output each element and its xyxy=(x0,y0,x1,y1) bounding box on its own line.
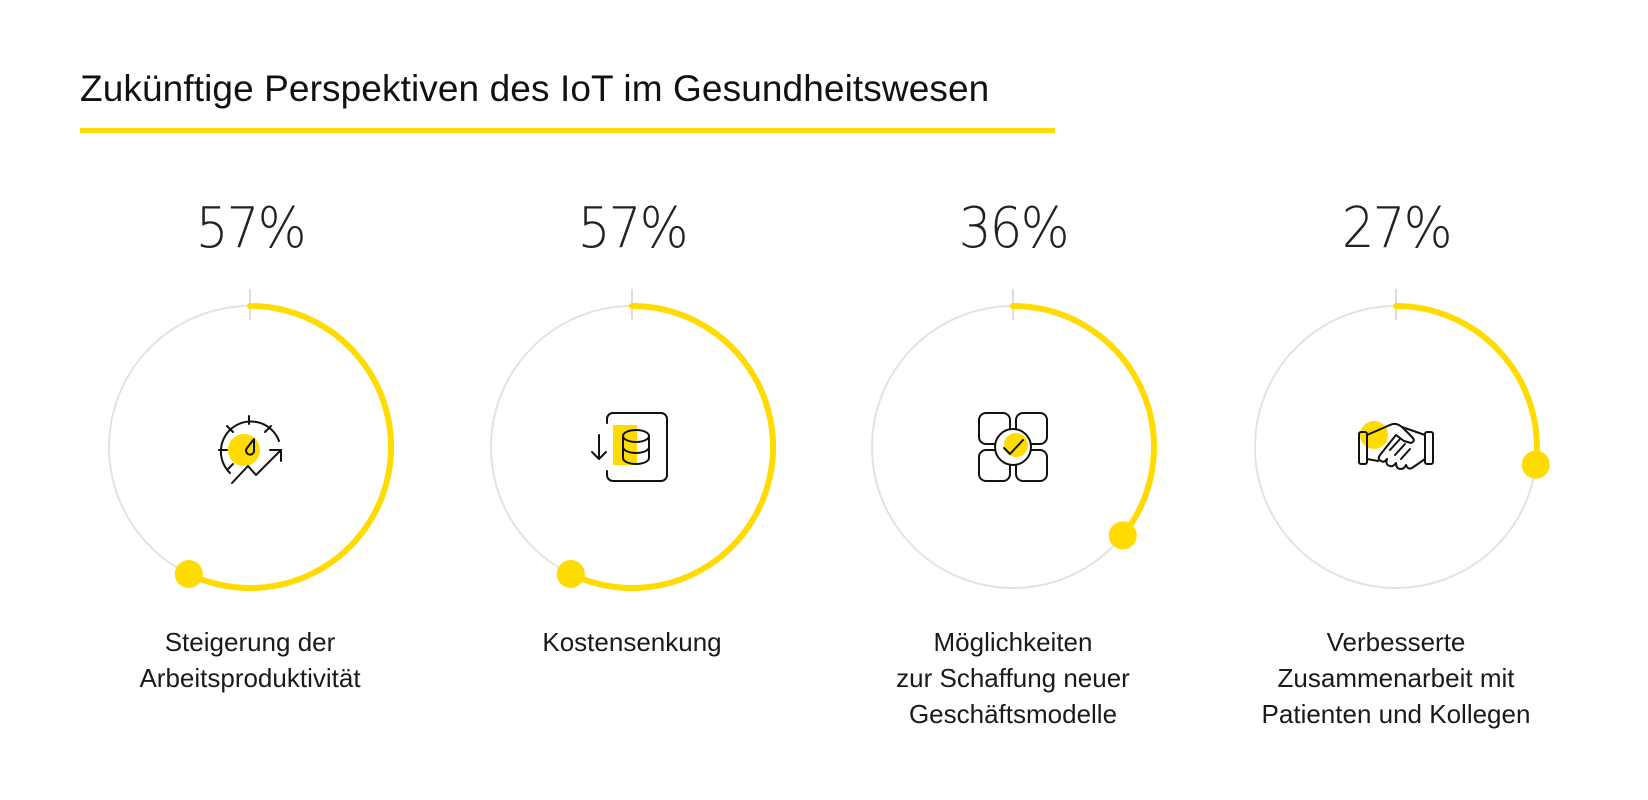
progress-arc xyxy=(185,303,395,591)
progress-arc xyxy=(1010,303,1157,539)
stat-item: 57% Steigerung der Arbeitsproduktivität xyxy=(58,0,442,800)
progress-end-dot xyxy=(1108,521,1137,550)
label-line: Möglichkeiten xyxy=(933,627,1093,657)
stat-value: 27% xyxy=(1341,196,1453,261)
title-underline xyxy=(80,128,1055,133)
label-line: Patienten und Kollegen xyxy=(1261,699,1531,729)
stat-label: Steigerung der Arbeitsproduktivität xyxy=(58,624,442,696)
page-title: Zukünftige Perspektiven des IoT im Gesun… xyxy=(80,68,990,109)
progress-arc xyxy=(1393,303,1540,468)
stat-item: 27% Verbesserte Zusammenarbeit mit Patie… xyxy=(1204,0,1588,800)
progress-ring xyxy=(490,289,777,591)
progress-end-dot xyxy=(556,560,585,588)
business-model-check-icon xyxy=(978,412,1048,482)
progress-ring xyxy=(871,289,1157,589)
speedometer-growth-icon xyxy=(218,415,282,484)
stat-value: 36% xyxy=(958,196,1070,261)
label-line: Steigerung der xyxy=(164,627,336,657)
stat-label: Möglichkeiten zur Schaffung neuer Geschä… xyxy=(821,624,1205,732)
stat-item: 36% Möglichkeiten zur Schaffung neuer Ge… xyxy=(821,0,1205,800)
stat-label: Kostensenkung xyxy=(440,624,824,660)
label-line: Verbesserte xyxy=(1326,627,1466,657)
label-line: Arbeitsproduktivität xyxy=(139,663,361,693)
progress-end-dot xyxy=(1521,450,1550,479)
handshake-icon xyxy=(1358,421,1434,470)
label-line: zur Schaffung neuer xyxy=(896,663,1130,693)
progress-ring xyxy=(1254,289,1550,589)
label-line: Geschäftsmodelle xyxy=(908,699,1118,729)
progress-arc xyxy=(567,303,777,591)
stat-label: Verbesserte Zusammenarbeit mit Patienten… xyxy=(1204,624,1588,732)
label-line: Kostensenkung xyxy=(542,627,722,657)
cost-reduction-database-icon xyxy=(591,412,668,482)
stat-value: 57% xyxy=(195,196,307,261)
stat-value: 57% xyxy=(577,196,689,261)
label-line: Zusammenarbeit mit xyxy=(1277,663,1515,693)
progress-ring xyxy=(108,289,395,591)
progress-end-dot xyxy=(174,560,203,588)
stat-item: 57% Kostensenkung xyxy=(440,0,824,800)
